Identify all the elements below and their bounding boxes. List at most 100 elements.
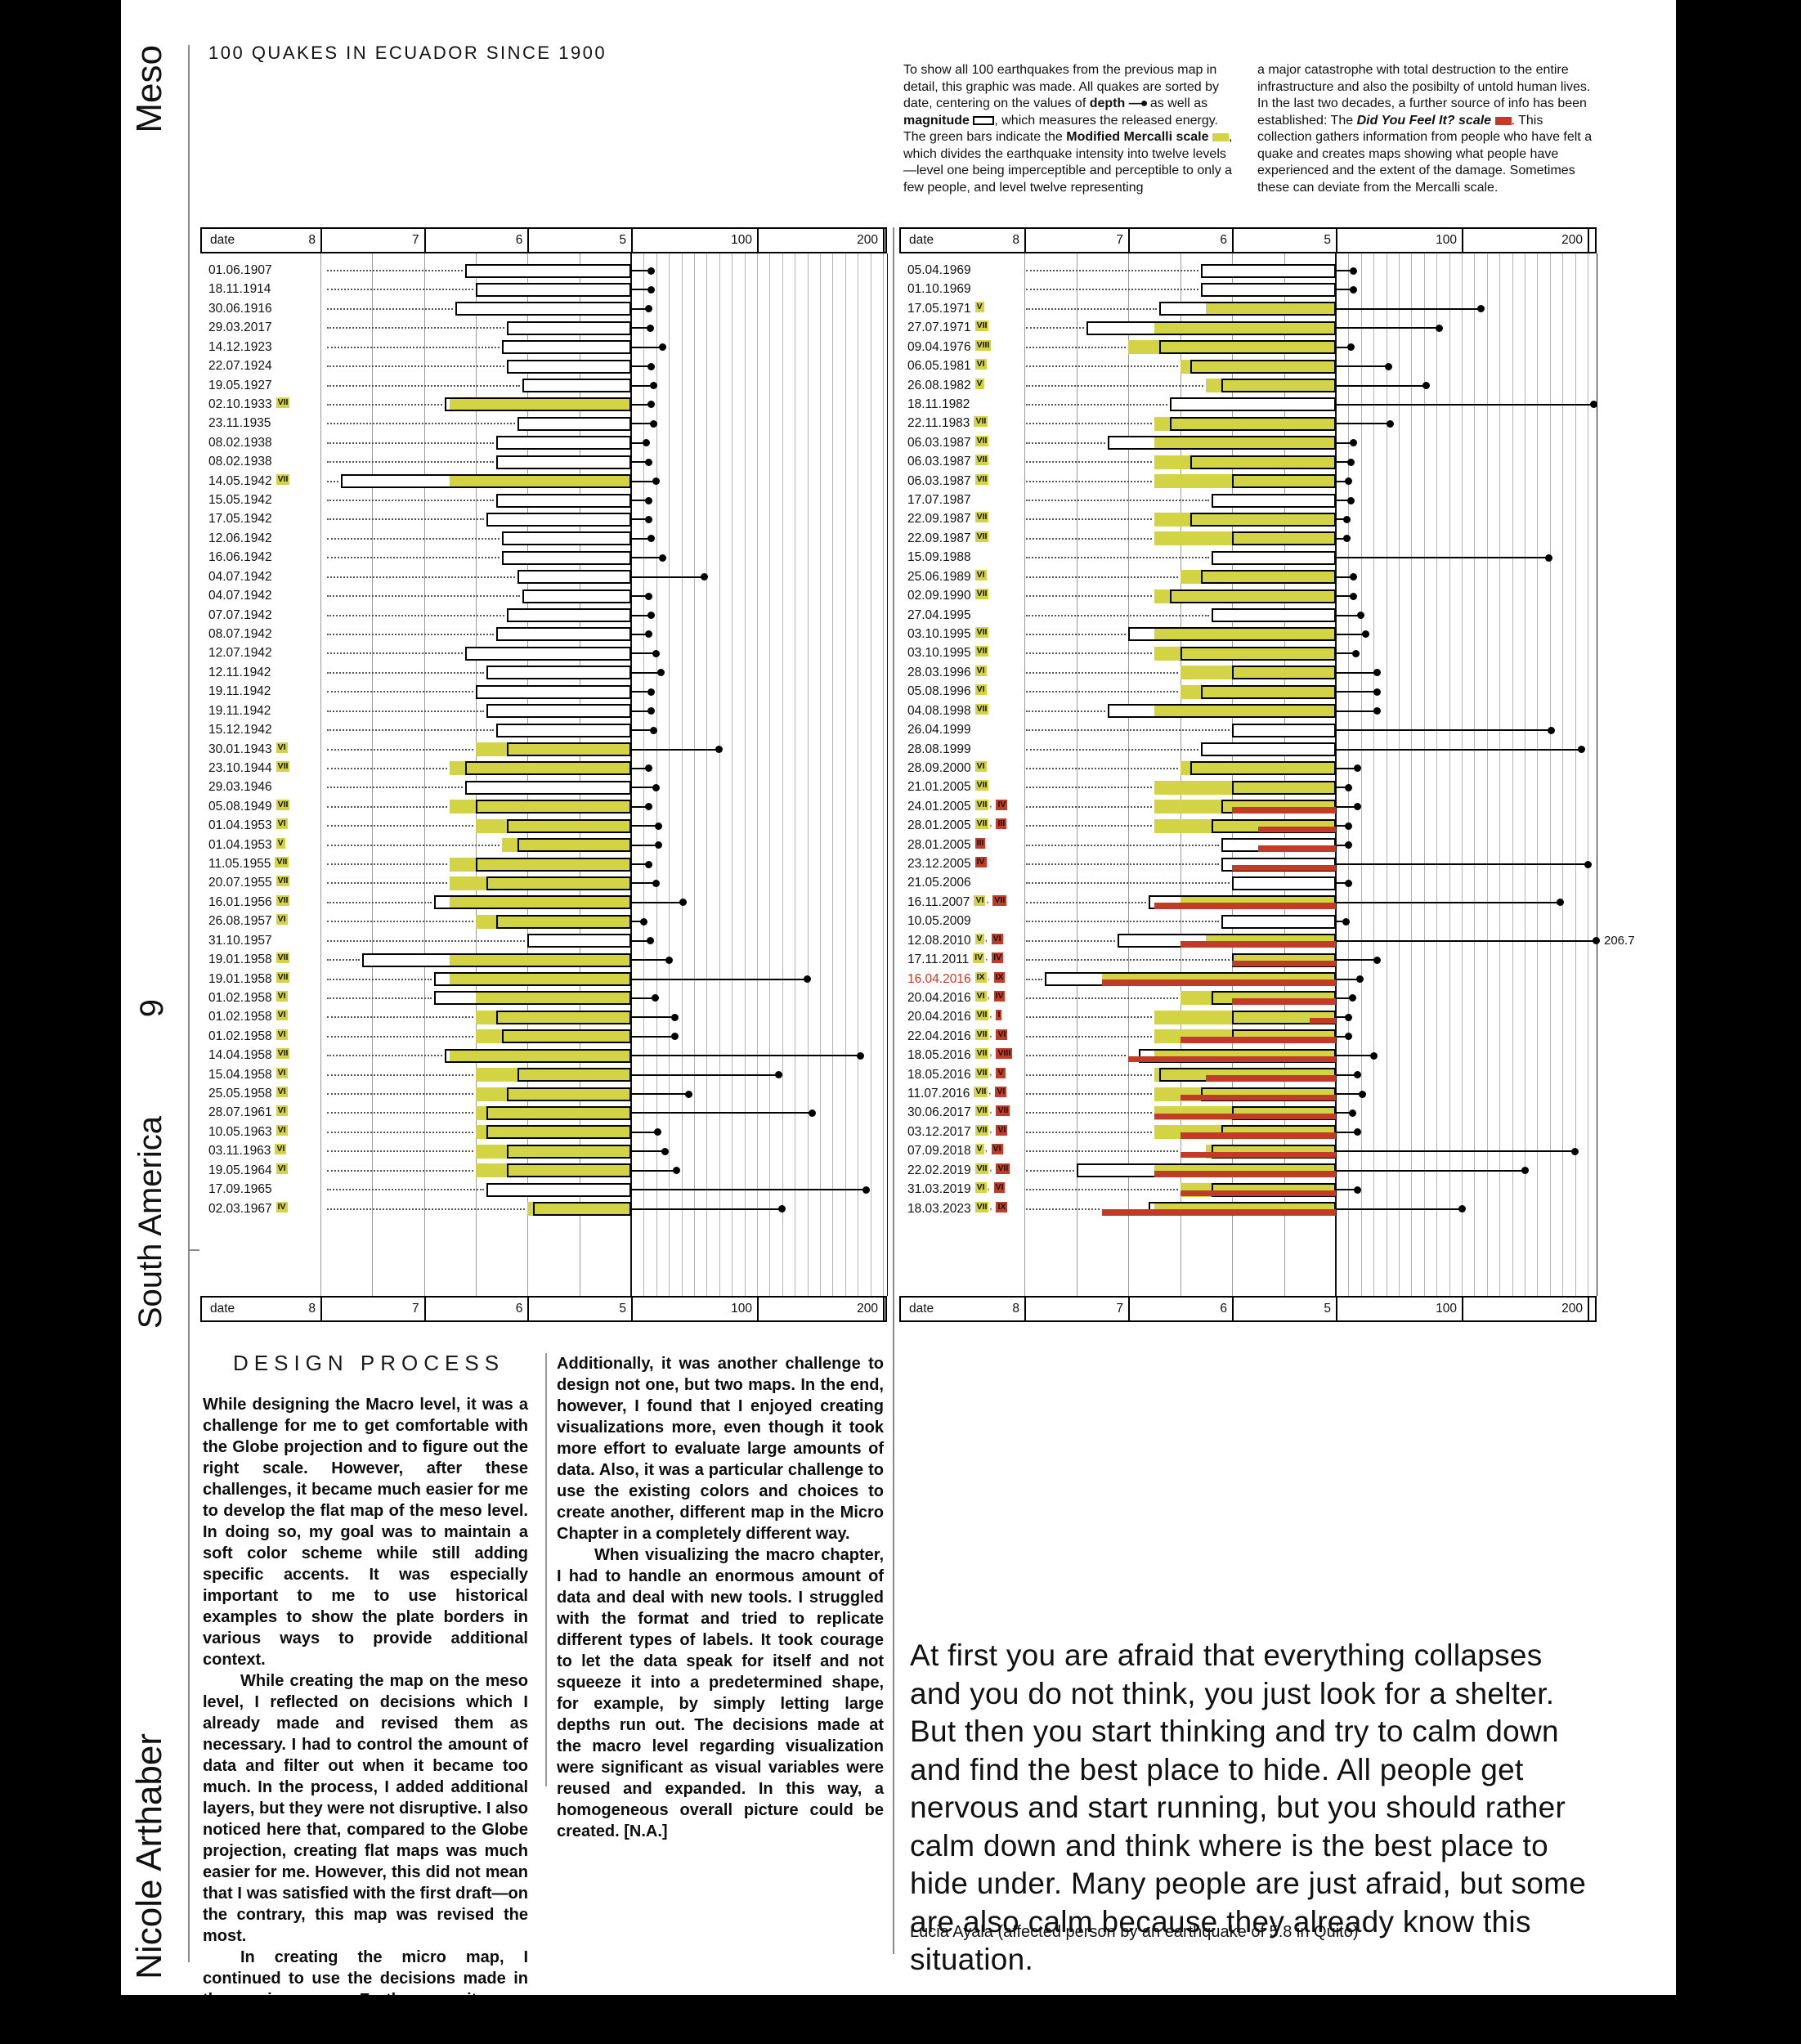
chip-separator: , (989, 1010, 992, 1020)
axis-tick-line (320, 1296, 322, 1322)
mercalli-bar (1206, 379, 1336, 393)
quake-row-label: 02.09.1990 VII (907, 588, 989, 604)
intensity-chip: VI (995, 1087, 1007, 1098)
leader-dotted-line (327, 825, 473, 827)
axis-tick-line (883, 1296, 885, 1322)
quake-date: 26.08.1957 (208, 914, 272, 929)
quake-date: 01.10.1969 (907, 282, 971, 297)
gridline-baseline (630, 253, 632, 1296)
depth-line (631, 518, 649, 521)
quake-row-label: 03.11.1963 VI (208, 1143, 287, 1159)
quake-date: 19.05.1927 (208, 378, 272, 392)
intro-column-1: To show all 100 earthquakes from the pre… (903, 62, 1237, 196)
depth-line (631, 633, 649, 635)
leader-dotted-line (327, 691, 473, 693)
design-process-column-2: Additionally, it was another challenge t… (557, 1353, 884, 1842)
magnitude-bar-outline (1232, 666, 1336, 680)
quake-date: 06.03.1987 (907, 455, 971, 469)
chip-separator: , (987, 1182, 990, 1193)
depth-dot (645, 515, 653, 523)
dyfi-bar (1180, 1094, 1336, 1101)
mercalli-bar (450, 761, 631, 776)
mercalli-bar (1154, 589, 1336, 603)
depth-dot (655, 822, 663, 830)
quake-date: 14.05.1942 (208, 473, 272, 488)
quake-row-label: 16.06.1942 (208, 549, 272, 566)
chip-separator: , (988, 1087, 992, 1097)
quake-date: 17.05.1942 (208, 512, 272, 527)
intensity-chip: VI (996, 1124, 1008, 1136)
depth-dot (1369, 1051, 1378, 1060)
leader-dotted-line (327, 327, 504, 329)
sidebar-page-number: 9 (134, 999, 170, 1018)
depth-line (1336, 787, 1349, 789)
depth-line (631, 652, 656, 655)
gridline-depth (669, 253, 670, 1296)
magnitude-bar-outline (501, 550, 631, 565)
depth-dot (1350, 439, 1358, 447)
dyfi-bar (1257, 845, 1336, 852)
depth-dot (1556, 899, 1564, 907)
depth-dot (1544, 554, 1552, 562)
quake-row-label: 01.04.1953 V (208, 837, 285, 854)
magnitude-bar-fill (486, 666, 631, 680)
depth-dot (652, 649, 661, 657)
quake-row-label: 05.08.1949 VII (208, 799, 290, 815)
depth-line (1336, 384, 1427, 387)
quake-row-label: 26.04.1999 (907, 722, 971, 738)
quake-row-label: 26.08.1957 VI (208, 913, 288, 930)
quake-date: 12.08.2010 (907, 933, 971, 948)
dyfi-bar (1257, 826, 1336, 833)
depth-line (631, 1035, 675, 1038)
leader-dotted-line (1026, 327, 1085, 329)
design-process-column-1: While designing the Macro level, it was … (203, 1394, 528, 1995)
gridline-depth (782, 253, 783, 1296)
depth-symbol: —● (1128, 96, 1149, 110)
chip-separator: , (989, 1067, 992, 1078)
mercalli-bar (1180, 684, 1336, 699)
depth-line (1336, 442, 1354, 444)
depth-line (1336, 997, 1353, 999)
sidebar-author-label: Nicole Arthaber (129, 1733, 169, 1979)
depth-line (1336, 748, 1582, 751)
depth-dot (700, 573, 708, 581)
gridline-depth (1360, 253, 1362, 1296)
design-process-paragraph: When visualizing the macro chapter, I ha… (557, 1546, 884, 1840)
axis-date-label: date (909, 1302, 934, 1316)
depth-dot (650, 726, 658, 734)
leader-dotted-line (327, 844, 500, 846)
quake-date: 23.11.1935 (208, 416, 271, 431)
depth-line (631, 384, 654, 387)
gridline-depth (1449, 253, 1450, 1296)
leader-dotted-line (1026, 787, 1152, 789)
intensity-chip: VII (974, 1067, 989, 1078)
quake-row-label: 09.04.1976 VIII (907, 339, 992, 356)
depth-line (1336, 825, 1349, 827)
magnitude-bar-fill (501, 550, 631, 565)
magnitude-bar-outline (1169, 589, 1336, 603)
leader-dotted-line (1026, 289, 1198, 291)
intensity-chip: IV (992, 953, 1004, 964)
depth-dot (774, 1071, 782, 1079)
quake-row-label: 22.11.1983 VII (907, 415, 988, 432)
quake-date: 28.03.1996 (907, 665, 971, 679)
intensity-chip: VIII (974, 339, 992, 351)
intensity-chip: VI (991, 1144, 1003, 1155)
gridline-depth (1512, 253, 1513, 1296)
gridline-depth (656, 253, 657, 1296)
quake-row-label: 05.08.1996 VI (907, 684, 987, 700)
depth-dot (1547, 726, 1555, 734)
mercalli-bar (1180, 359, 1336, 374)
magnitude-bar-fill (486, 512, 631, 527)
mercalli-bar (475, 1144, 631, 1159)
magnitude-bar-outline (1211, 608, 1336, 623)
intensity-chip: VII (276, 397, 290, 408)
magnitude-bar-fill (496, 455, 631, 469)
depth-dot (647, 688, 656, 696)
quake-row-label: 20.04.2016 VI, IV (907, 990, 1006, 1007)
intensity-chip: IX (974, 971, 987, 983)
intensity-chip: VI (276, 1029, 288, 1040)
magnitude-bar-fill (522, 379, 631, 393)
depth-dot (1343, 535, 1351, 543)
quake-date: 16.01.1956 (208, 894, 272, 909)
